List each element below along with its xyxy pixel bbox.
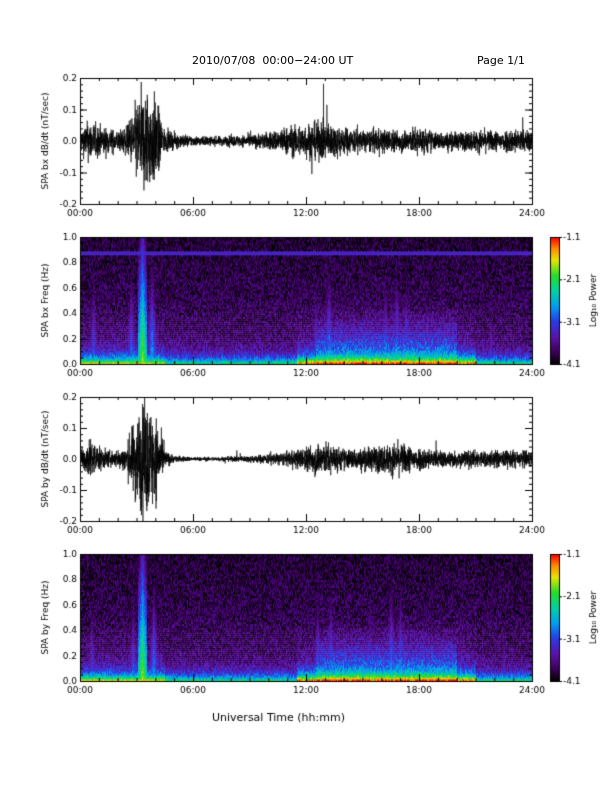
page-number: Page 1/1 xyxy=(477,54,525,67)
page-title: 2010/07/08 00:00−24:00 UT xyxy=(192,54,354,67)
